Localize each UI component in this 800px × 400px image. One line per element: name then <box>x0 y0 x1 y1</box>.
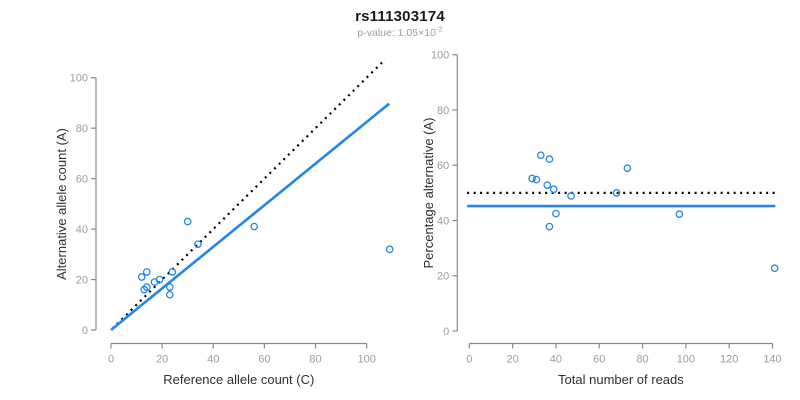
x-axis-title: Total number of reads <box>558 372 684 387</box>
data-point <box>183 217 192 226</box>
left-scatter-plot: 0 20 40 60 80 100 0 20 40 60 80 100 Reference allele… <box>54 58 394 387</box>
y-tick-label: 60 <box>437 160 449 172</box>
p-value-exponent: -2 <box>435 24 443 34</box>
data-point <box>552 209 560 218</box>
x-tick-label: 80 <box>636 354 648 366</box>
data-point <box>612 189 621 197</box>
x-tick-label: 40 <box>550 354 562 366</box>
regression-line <box>110 102 390 332</box>
data-point <box>385 245 394 254</box>
y-tick-label: 100 <box>431 50 449 62</box>
p-value-prefix: p-value: <box>357 27 398 39</box>
y-tick-label: 0 <box>82 325 88 337</box>
p-value-base: ×10 <box>418 27 436 39</box>
y-tick-label: 80 <box>437 105 449 117</box>
data-point <box>528 174 536 183</box>
x-tick-label: 60 <box>593 354 605 366</box>
identity-line <box>111 58 387 330</box>
y-tick-label: 40 <box>76 224 88 236</box>
x-tick-label: 100 <box>677 354 695 366</box>
data-point <box>532 175 541 184</box>
y-tick-label: 20 <box>437 271 449 283</box>
data-point <box>250 222 259 231</box>
right-scatter-plot: 0 20 40 60 80 100 120 140 0 20 40 60 80 100 Total numb… <box>421 50 782 387</box>
data-point <box>194 240 202 249</box>
y-tick-label: 40 <box>437 215 449 227</box>
y-tick-label: 0 <box>443 326 449 338</box>
x-tick-label: 120 <box>720 354 738 366</box>
x-tick-label: 0 <box>108 354 114 366</box>
x-tick-label: 0 <box>466 354 472 366</box>
data-point <box>543 181 552 189</box>
x-axis-title: Reference allele count (C) <box>163 372 314 387</box>
x-tick-label: 80 <box>309 354 321 366</box>
y-tick-label: 100 <box>70 73 88 85</box>
p-value-mantissa: 1.05 <box>397 27 419 39</box>
data-point <box>623 164 632 173</box>
p-value-subtitle: p-value: 1.05×10-2 <box>0 24 800 39</box>
x-tick-label: 40 <box>207 354 219 366</box>
y-tick-label: 20 <box>76 275 88 287</box>
x-tick-label: 140 <box>763 354 781 366</box>
y-tick-label: 80 <box>76 123 88 135</box>
data-point <box>142 283 151 291</box>
data-point <box>165 283 174 291</box>
data-point <box>137 273 146 281</box>
data-point <box>770 264 779 273</box>
x-tick-label: 20 <box>506 354 518 366</box>
x-tick-label: 20 <box>156 354 168 366</box>
y-axis-title: Percentage alternative (A) <box>421 117 436 268</box>
x-tick-label: 60 <box>258 354 270 366</box>
data-point <box>168 268 177 276</box>
data-point <box>549 185 558 194</box>
data-point <box>567 192 575 200</box>
y-tick-label: 60 <box>76 174 88 186</box>
data-point <box>545 222 554 231</box>
data-point <box>165 290 174 299</box>
page-title: rs111303174 <box>355 8 445 25</box>
data-point <box>675 210 684 218</box>
data-point <box>545 155 554 163</box>
data-point <box>536 151 545 160</box>
data-point <box>155 275 164 284</box>
y-axis-title: Alternative allele count (A) <box>54 128 69 280</box>
x-tick-label: 100 <box>357 354 375 366</box>
data-point <box>142 268 151 276</box>
